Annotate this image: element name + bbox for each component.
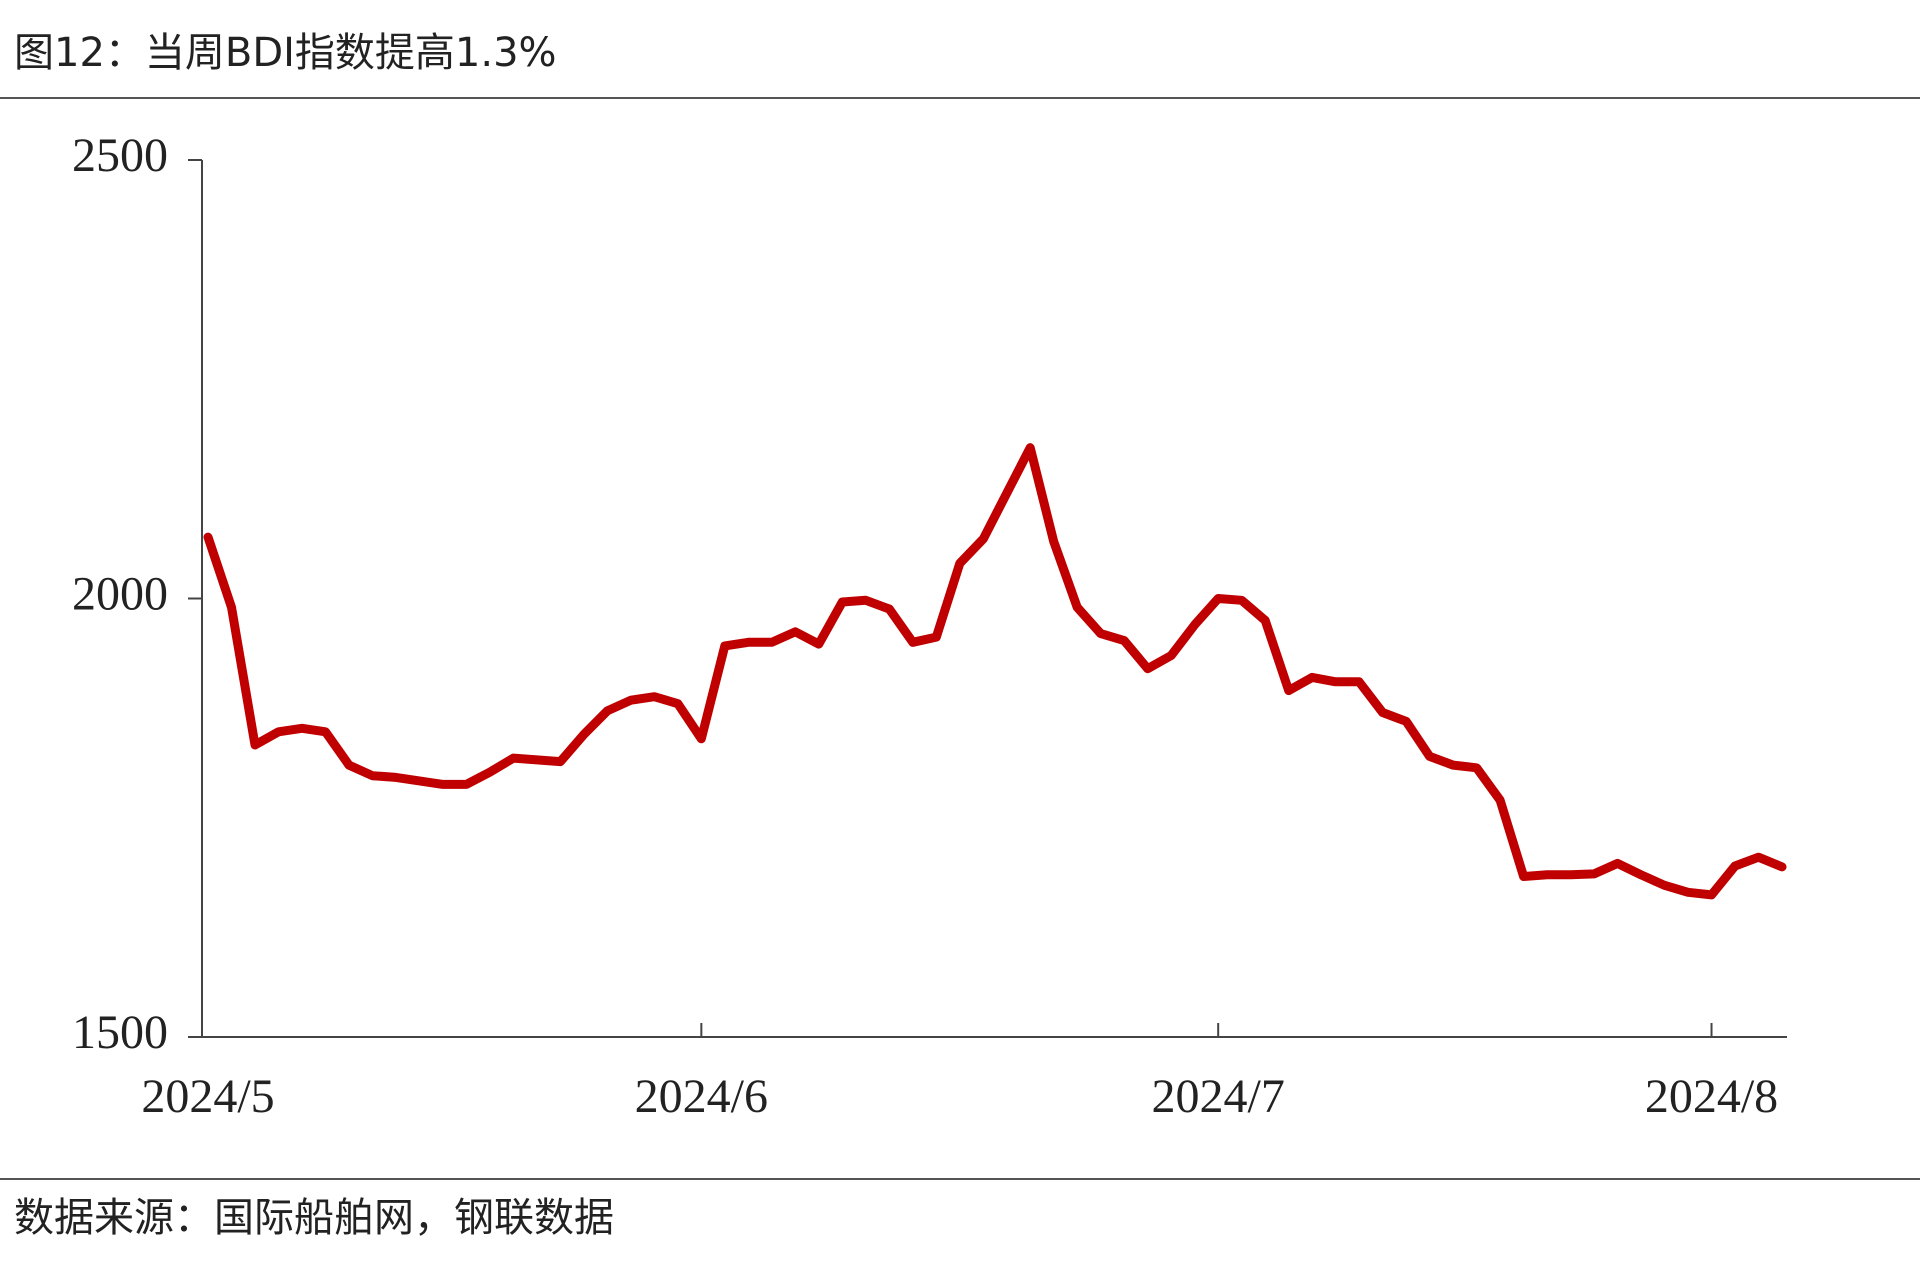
source-note: 数据来源：国际船舶网，钢联数据 xyxy=(14,1195,614,1241)
x-tick-label: 2024/5 xyxy=(141,1070,274,1123)
data-line xyxy=(203,443,1787,900)
x-tick-label: 2024/7 xyxy=(1152,1070,1285,1123)
y-tick-label: 2000 xyxy=(72,568,168,621)
x-tick-label: 2024/8 xyxy=(1645,1070,1778,1123)
y-tick-label: 2500 xyxy=(72,129,168,182)
x-tick-label: 2024/6 xyxy=(635,1070,768,1123)
chart-title: 图12：当周BDI指数提高1.3% xyxy=(14,30,557,76)
y-tick-label: 1500 xyxy=(72,1006,168,1059)
